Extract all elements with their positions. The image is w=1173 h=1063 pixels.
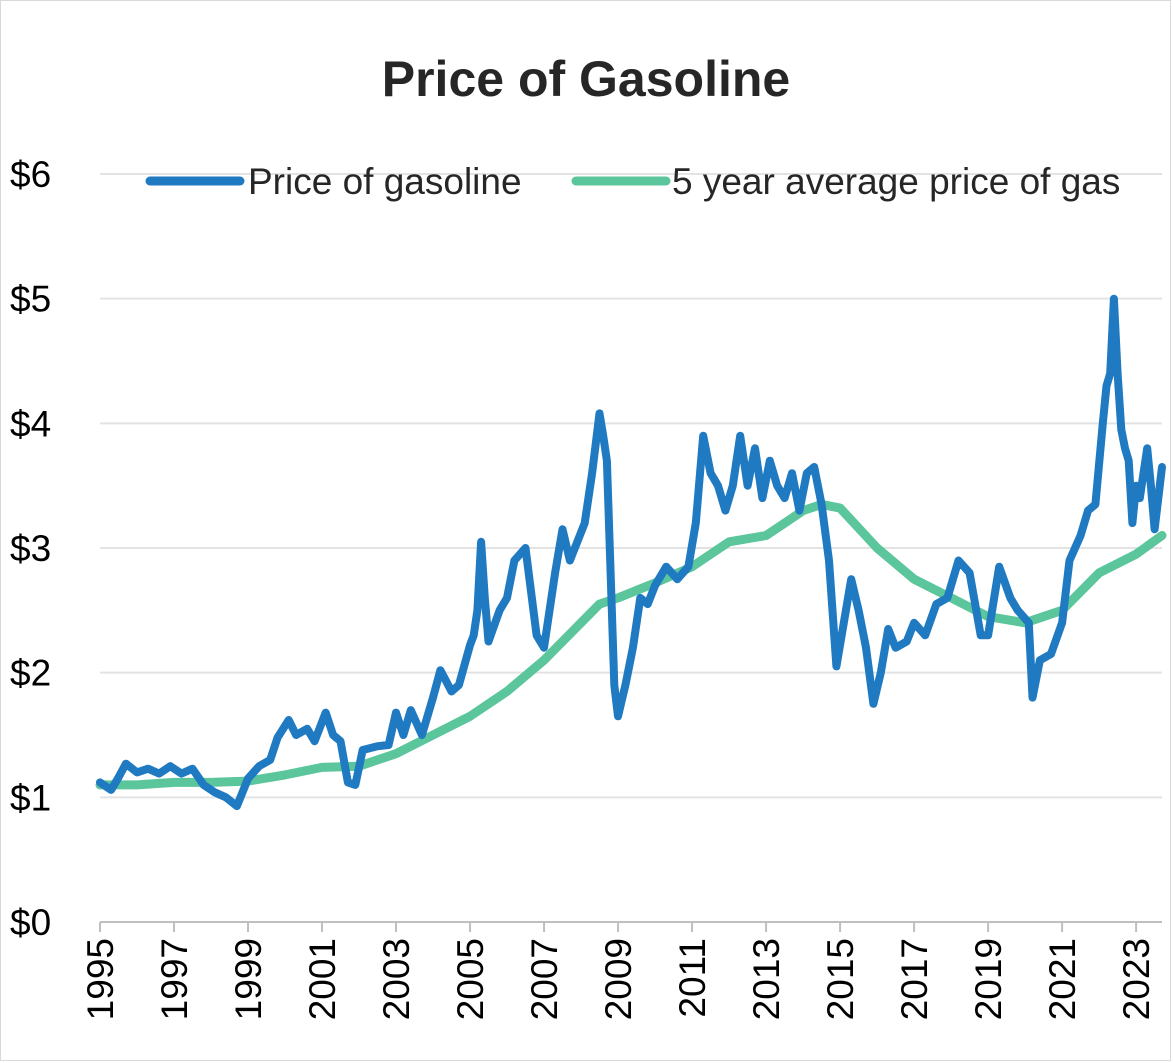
gridlines — [100, 173, 1162, 799]
y-tick-label: $4 — [10, 403, 51, 444]
x-tick-label: 2015 — [820, 938, 861, 1020]
x-tick-label: 2003 — [376, 938, 417, 1020]
x-tick-label: 2013 — [746, 938, 787, 1020]
y-axis-tick-labels: $0 $1 $2 $3 $4 $5 $6 — [10, 154, 51, 943]
series-lines — [95, 294, 1167, 811]
x-tick-label: 1997 — [154, 938, 195, 1020]
y-tick-label: $2 — [10, 653, 51, 694]
x-tick-label: 2017 — [894, 938, 935, 1020]
y-tick-label: $0 — [10, 902, 51, 943]
x-tick-label: 2005 — [450, 938, 491, 1020]
y-tick-label: $5 — [10, 279, 51, 320]
legend-label-price-of-gasoline: Price of gasoline — [248, 161, 522, 202]
y-tick-label: $1 — [10, 777, 51, 818]
y-tick-label: $3 — [10, 528, 51, 569]
x-tick-label: 2021 — [1042, 938, 1083, 1020]
series-line-price-of-gasoline — [96, 294, 1166, 811]
x-tick-label: 2011 — [672, 938, 713, 1018]
x-tick-label: 2001 — [302, 938, 343, 1020]
x-tick-label: 1999 — [228, 938, 269, 1020]
y-tick-label: $6 — [10, 154, 51, 195]
x-tick-label: 2009 — [598, 938, 639, 1020]
chart-title: Price of Gasoline — [382, 51, 790, 107]
legend: Price of gasoline 5 year average price o… — [145, 161, 1120, 202]
x-axis-tick-marks — [99, 922, 1138, 932]
x-axis-tick-labels: 1995 1997 1999 2001 2003 2005 2007 2009 2011 2013… — [80, 938, 1157, 1020]
x-tick-label: 2023 — [1116, 938, 1157, 1020]
x-tick-label: 2007 — [524, 938, 565, 1020]
x-tick-label: 2019 — [968, 938, 1009, 1020]
x-tick-label: 1995 — [80, 938, 121, 1020]
legend-label-5-year-average: 5 year average price of gas — [672, 161, 1120, 202]
